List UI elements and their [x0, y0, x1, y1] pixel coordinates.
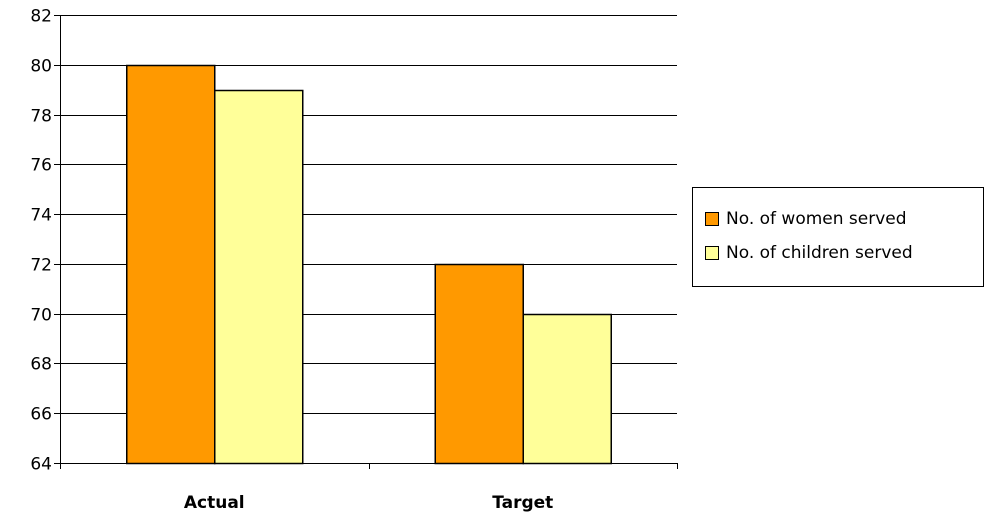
labels: 64 66 68 70 72 74 76 78 80 82 Actual Target: [30, 7, 553, 514]
legend-item-women: No. of women served: [705, 207, 907, 231]
y-tick-label-72: 72: [30, 256, 52, 276]
y-tick-label-80: 80: [30, 57, 52, 77]
y-tick-label-70: 70: [30, 306, 52, 326]
y-tick-label-68: 68: [30, 355, 52, 375]
y-tick-label-66: 66: [30, 405, 52, 425]
legend-swatch-children: [705, 246, 719, 260]
x-category-label-target: Target: [492, 493, 553, 513]
x-category-label-actual: Actual: [184, 493, 245, 513]
axes: [54, 15, 678, 469]
legend-item-children: No. of children served: [705, 241, 913, 265]
y-tick-label-64: 64: [30, 455, 52, 475]
bar-target-series-2: [522, 313, 612, 465]
y-tick-label-74: 74: [30, 206, 52, 226]
y-tick-label-82: 82: [30, 7, 52, 27]
bar-actual-series-2: [214, 89, 304, 465]
legend-label-children: No. of children served: [726, 243, 913, 263]
legend-swatch-women: [705, 212, 719, 226]
legend-label-women: No. of women served: [726, 209, 907, 229]
bar-target-series-1: [434, 263, 524, 465]
bars: [126, 64, 612, 465]
y-tick-label-78: 78: [30, 107, 52, 127]
legend: No. of women served No. of children serv…: [692, 187, 984, 287]
bar-actual-series-1: [126, 64, 216, 465]
y-tick-label-76: 76: [30, 156, 52, 176]
